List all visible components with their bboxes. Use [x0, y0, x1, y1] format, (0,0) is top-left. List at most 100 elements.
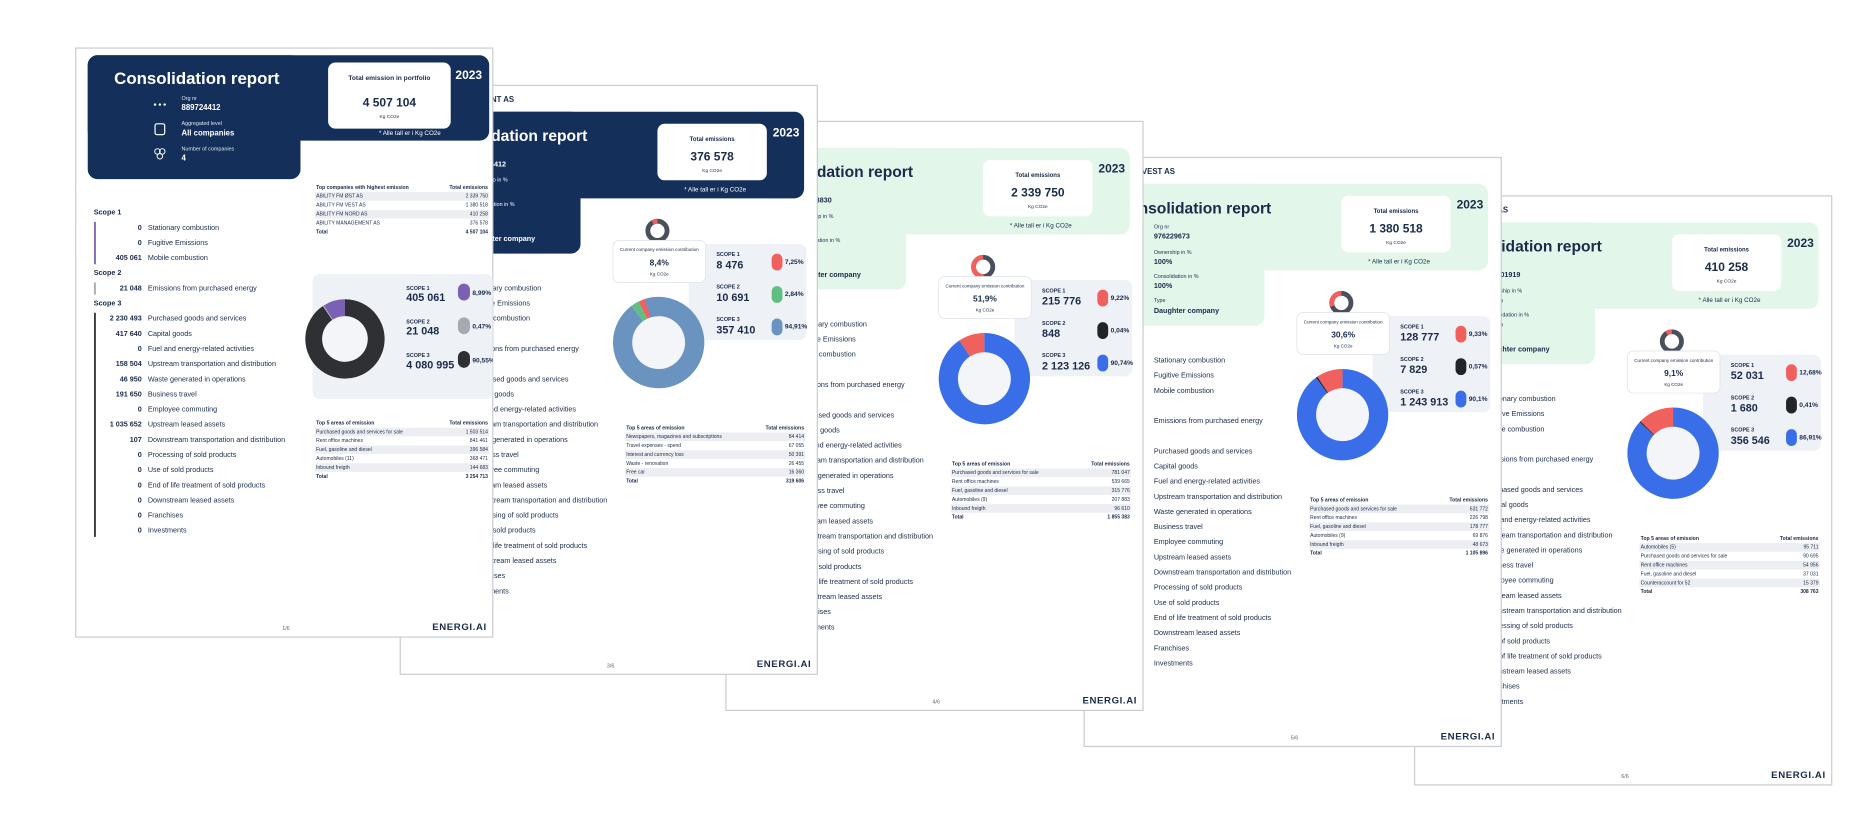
- table-cell: 4 507 104: [466, 229, 489, 235]
- scope-pill: [1455, 358, 1467, 376]
- report-year: 2023: [455, 68, 482, 82]
- info-icon: [156, 153, 164, 160]
- info-value: Daughter company: [796, 270, 861, 279]
- total-box: [1671, 234, 1782, 291]
- emission-category: Emissions from purchased energy: [1484, 455, 1593, 464]
- table-header: Top 5 areas of emission: [952, 461, 1010, 467]
- table-header: Top 5 areas of emission: [1310, 497, 1368, 503]
- emission-category: Investments: [1154, 658, 1193, 667]
- scope-pill: [1097, 289, 1109, 307]
- info-label: Ownership in %: [1484, 288, 1522, 294]
- scope-share: 7,25%: [785, 259, 804, 266]
- scope-value: 8 476: [716, 260, 743, 272]
- emission-category: Mobile combustion: [1484, 424, 1544, 433]
- emission-category: Employee commuting: [1154, 537, 1223, 546]
- scope-heading: Scope 1: [94, 208, 122, 217]
- report-page: Consolidation report 2023 Total emission i…: [75, 47, 495, 638]
- scope-heading: Scope 3: [94, 299, 122, 308]
- scope-share: 12,68%: [1799, 369, 1822, 376]
- table-header: Total emissions: [1091, 461, 1130, 467]
- scope-value: 405 061: [406, 292, 445, 304]
- info-value: 4: [181, 154, 186, 163]
- emission-category: Emissions from purchased energy: [470, 344, 579, 353]
- brand-logo: ENERGI.AI: [1082, 695, 1137, 706]
- scope-value: 21 048: [406, 326, 439, 338]
- contribution-box: [938, 276, 1032, 319]
- emission-category: Upstream leased assets: [470, 480, 548, 489]
- total-box: [983, 159, 1093, 217]
- info-label: Type: [1154, 298, 1166, 304]
- emission-value: 0: [138, 526, 142, 535]
- table-cell: 539 665: [1112, 479, 1130, 485]
- total-label: Total emissions: [1704, 248, 1750, 254]
- emission-category: Downstream transportation and distributi…: [796, 531, 933, 540]
- scope-share: 9,33%: [1469, 331, 1488, 338]
- table-cell: Rent office machines: [952, 479, 999, 485]
- scope-value: 52 031: [1731, 370, 1764, 382]
- table-cell: Purchased goods and services for sale: [316, 429, 403, 435]
- total-unit: Kg CO2e: [1717, 279, 1737, 285]
- contribution-gauge: [1665, 329, 1673, 336]
- total-box: [1341, 195, 1451, 253]
- emission-category: Waste generated in operations: [470, 435, 568, 444]
- scope-label: SCOPE 3: [1400, 389, 1423, 395]
- donut-hole: [957, 352, 1011, 406]
- table-header: Total emissions: [449, 420, 488, 426]
- emission-category: Fugitive Emissions: [1154, 371, 1214, 380]
- emission-category: Fugitive Emissions: [148, 238, 208, 247]
- donut-hole: [1316, 388, 1369, 442]
- scope-pill: [1097, 322, 1109, 339]
- scope-value: 2 123 126: [1042, 360, 1090, 372]
- table-row-band: [314, 445, 490, 455]
- scope-pill: [1097, 354, 1109, 372]
- emission-category: Fuel and energy-related activities: [470, 405, 576, 414]
- scope-pill: [1786, 396, 1797, 414]
- scope-pill: [457, 283, 470, 301]
- emission-category: End of life treatment of sold products: [1484, 651, 1602, 660]
- scope-share: 90,74%: [1111, 360, 1134, 367]
- info-icon: [154, 123, 166, 136]
- emission-category: Processing of sold products: [470, 511, 559, 520]
- report-title: Consolidation report: [1118, 200, 1271, 217]
- table-cell: Travel expenses - spend: [626, 443, 681, 449]
- emission-category: Use of sold products: [796, 562, 862, 571]
- total-box: [657, 123, 767, 181]
- emission-category: Waste generated in operations: [1154, 507, 1252, 516]
- emission-value: 158 504: [116, 359, 142, 368]
- emission-category: Downstream leased assets: [796, 592, 883, 601]
- table-row-band: [950, 468, 1132, 478]
- page-number: 5/6: [1291, 735, 1298, 741]
- table-cell: Total: [1641, 589, 1653, 595]
- emission-value: 405 061: [116, 253, 142, 262]
- brand-logo: ENERGI.AI: [432, 622, 487, 633]
- table-row-band: [314, 192, 490, 201]
- emission-category: Emissions from purchased energy: [148, 283, 257, 292]
- table-cell: Free car: [626, 470, 645, 476]
- info-label: Aggregated level: [181, 121, 221, 127]
- scope-share: 9,22%: [1111, 295, 1130, 302]
- total-unit: Kg CO2e: [1028, 204, 1048, 210]
- table-cell: ABILITY FM NORD AS: [316, 212, 368, 218]
- scope-value: 7 829: [1400, 364, 1427, 376]
- emission-category: Emissions from purchased energy: [796, 380, 905, 389]
- table-header: Total emissions: [1449, 497, 1488, 503]
- table-cell: 90 695: [1803, 554, 1819, 560]
- scope-share: 0,47%: [472, 324, 491, 331]
- emission-category: Downstream transportation and distributi…: [148, 435, 285, 444]
- emission-category: Fugitive Emissions: [470, 299, 530, 308]
- table-cell: Newspapers, magazines and subscriptions: [626, 434, 722, 440]
- scope-pill: [1786, 429, 1797, 446]
- table-cell: 841 461: [470, 438, 488, 444]
- emission-category: Stationary combustion: [148, 223, 219, 232]
- table-row-band: [1308, 540, 1490, 549]
- scope-value: 848: [1042, 328, 1060, 340]
- table-header: Top 5 areas of emission: [626, 425, 684, 431]
- scope-share: 90,1%: [1469, 396, 1488, 403]
- donut-segment: [631, 301, 648, 322]
- scope-pill: [1455, 390, 1467, 408]
- contribution-value: 8,4%: [650, 257, 670, 267]
- scope-share: 90,55%: [472, 357, 495, 364]
